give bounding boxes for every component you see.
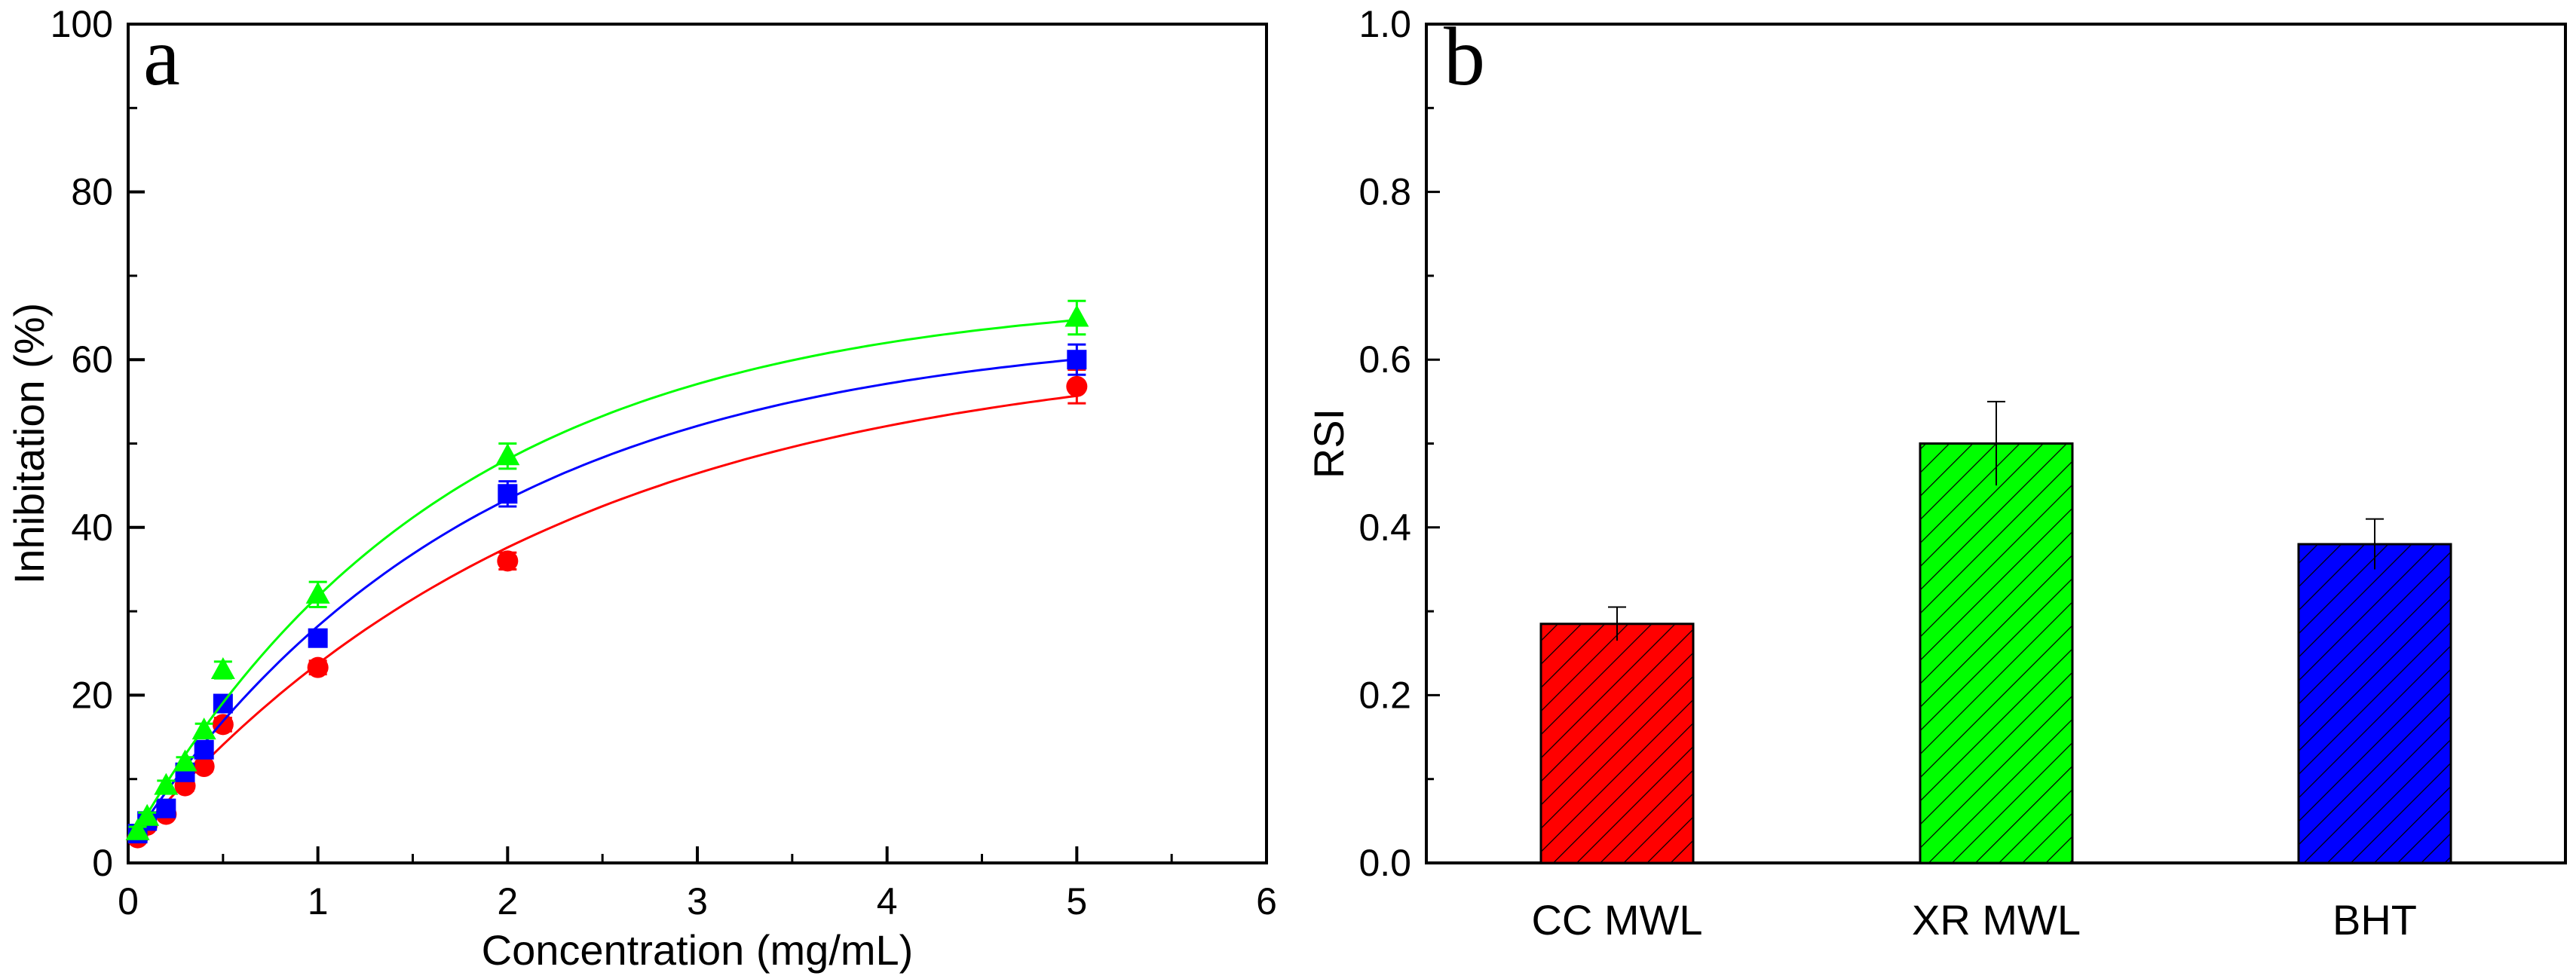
data-point-green — [125, 818, 150, 840]
x-tick-label: 4 — [877, 880, 898, 922]
rsi-bar-chart: b RSI 0.0 0.2 0.4 0.6 0.8 1.0 CC MWL XR MWL BHT — [1305, 3, 2567, 944]
y-tick-label: 1.0 — [1358, 3, 1411, 45]
data-point-blue — [498, 484, 518, 504]
data-point-green — [154, 772, 179, 795]
inhibition-chart: a Concentration (mg/mL) Inhibitation (%)… — [5, 3, 1277, 974]
x-tick-label: 0 — [118, 880, 139, 922]
y-tick-label: 0.2 — [1358, 674, 1411, 716]
y-tick-label: 0.8 — [1358, 171, 1411, 213]
data-point-red — [497, 550, 519, 572]
x-tick-label: 6 — [1256, 880, 1277, 922]
y-tick-label: 0.6 — [1358, 338, 1411, 381]
data-point-red — [1066, 375, 1088, 397]
category-label: XR MWL — [1912, 896, 2081, 944]
y-tick-label: 0 — [92, 842, 113, 884]
data-point-green — [210, 657, 235, 680]
fit-curve-red — [136, 394, 1077, 836]
x-tick-label: 2 — [497, 880, 518, 922]
category-label: CC MWL — [1531, 896, 1702, 944]
data-point-green — [305, 581, 330, 604]
x-tick-label: 3 — [687, 880, 708, 922]
data-point-red — [212, 714, 234, 736]
data-point-green — [173, 749, 198, 772]
data-point-green — [135, 803, 160, 826]
y-tick-label: 60 — [71, 338, 113, 381]
data-point-red — [193, 756, 215, 778]
y-tick-label: 80 — [71, 171, 113, 213]
y-tick-label: 0.0 — [1358, 842, 1411, 884]
panel-label-a: a — [143, 11, 180, 102]
y-axis-title: Inhibitation (%) — [5, 303, 53, 585]
data-point-green — [495, 443, 520, 466]
bar-hatch-2 — [2297, 543, 2452, 864]
data-point-green — [191, 717, 216, 740]
data-point-blue — [1067, 350, 1087, 370]
y-tick-label: 40 — [71, 506, 113, 549]
bar-hatch-1 — [1919, 442, 2074, 864]
data-point-blue — [194, 739, 214, 760]
y-tick-label: 100 — [51, 3, 113, 45]
data-point-green — [1064, 304, 1089, 327]
data-point-blue — [308, 628, 328, 648]
plot-frame — [127, 23, 1268, 864]
data-point-blue — [156, 798, 176, 818]
bar-hatch-0 — [1539, 623, 1695, 864]
x-tick-label: 5 — [1066, 880, 1087, 922]
panel-label-b: b — [1444, 11, 1485, 102]
y-tick-label: 20 — [71, 674, 113, 716]
fit-curve-green — [136, 319, 1077, 831]
category-label: BHT — [2332, 896, 2417, 944]
data-point-red — [307, 656, 329, 678]
fit-curve-blue — [136, 358, 1077, 833]
y-tick-label: 0.4 — [1358, 506, 1411, 549]
y-axis-title-rsi: RSI — [1305, 408, 1352, 479]
x-tick-label: 1 — [308, 880, 329, 922]
x-axis-title: Concentration (mg/mL) — [482, 926, 914, 974]
